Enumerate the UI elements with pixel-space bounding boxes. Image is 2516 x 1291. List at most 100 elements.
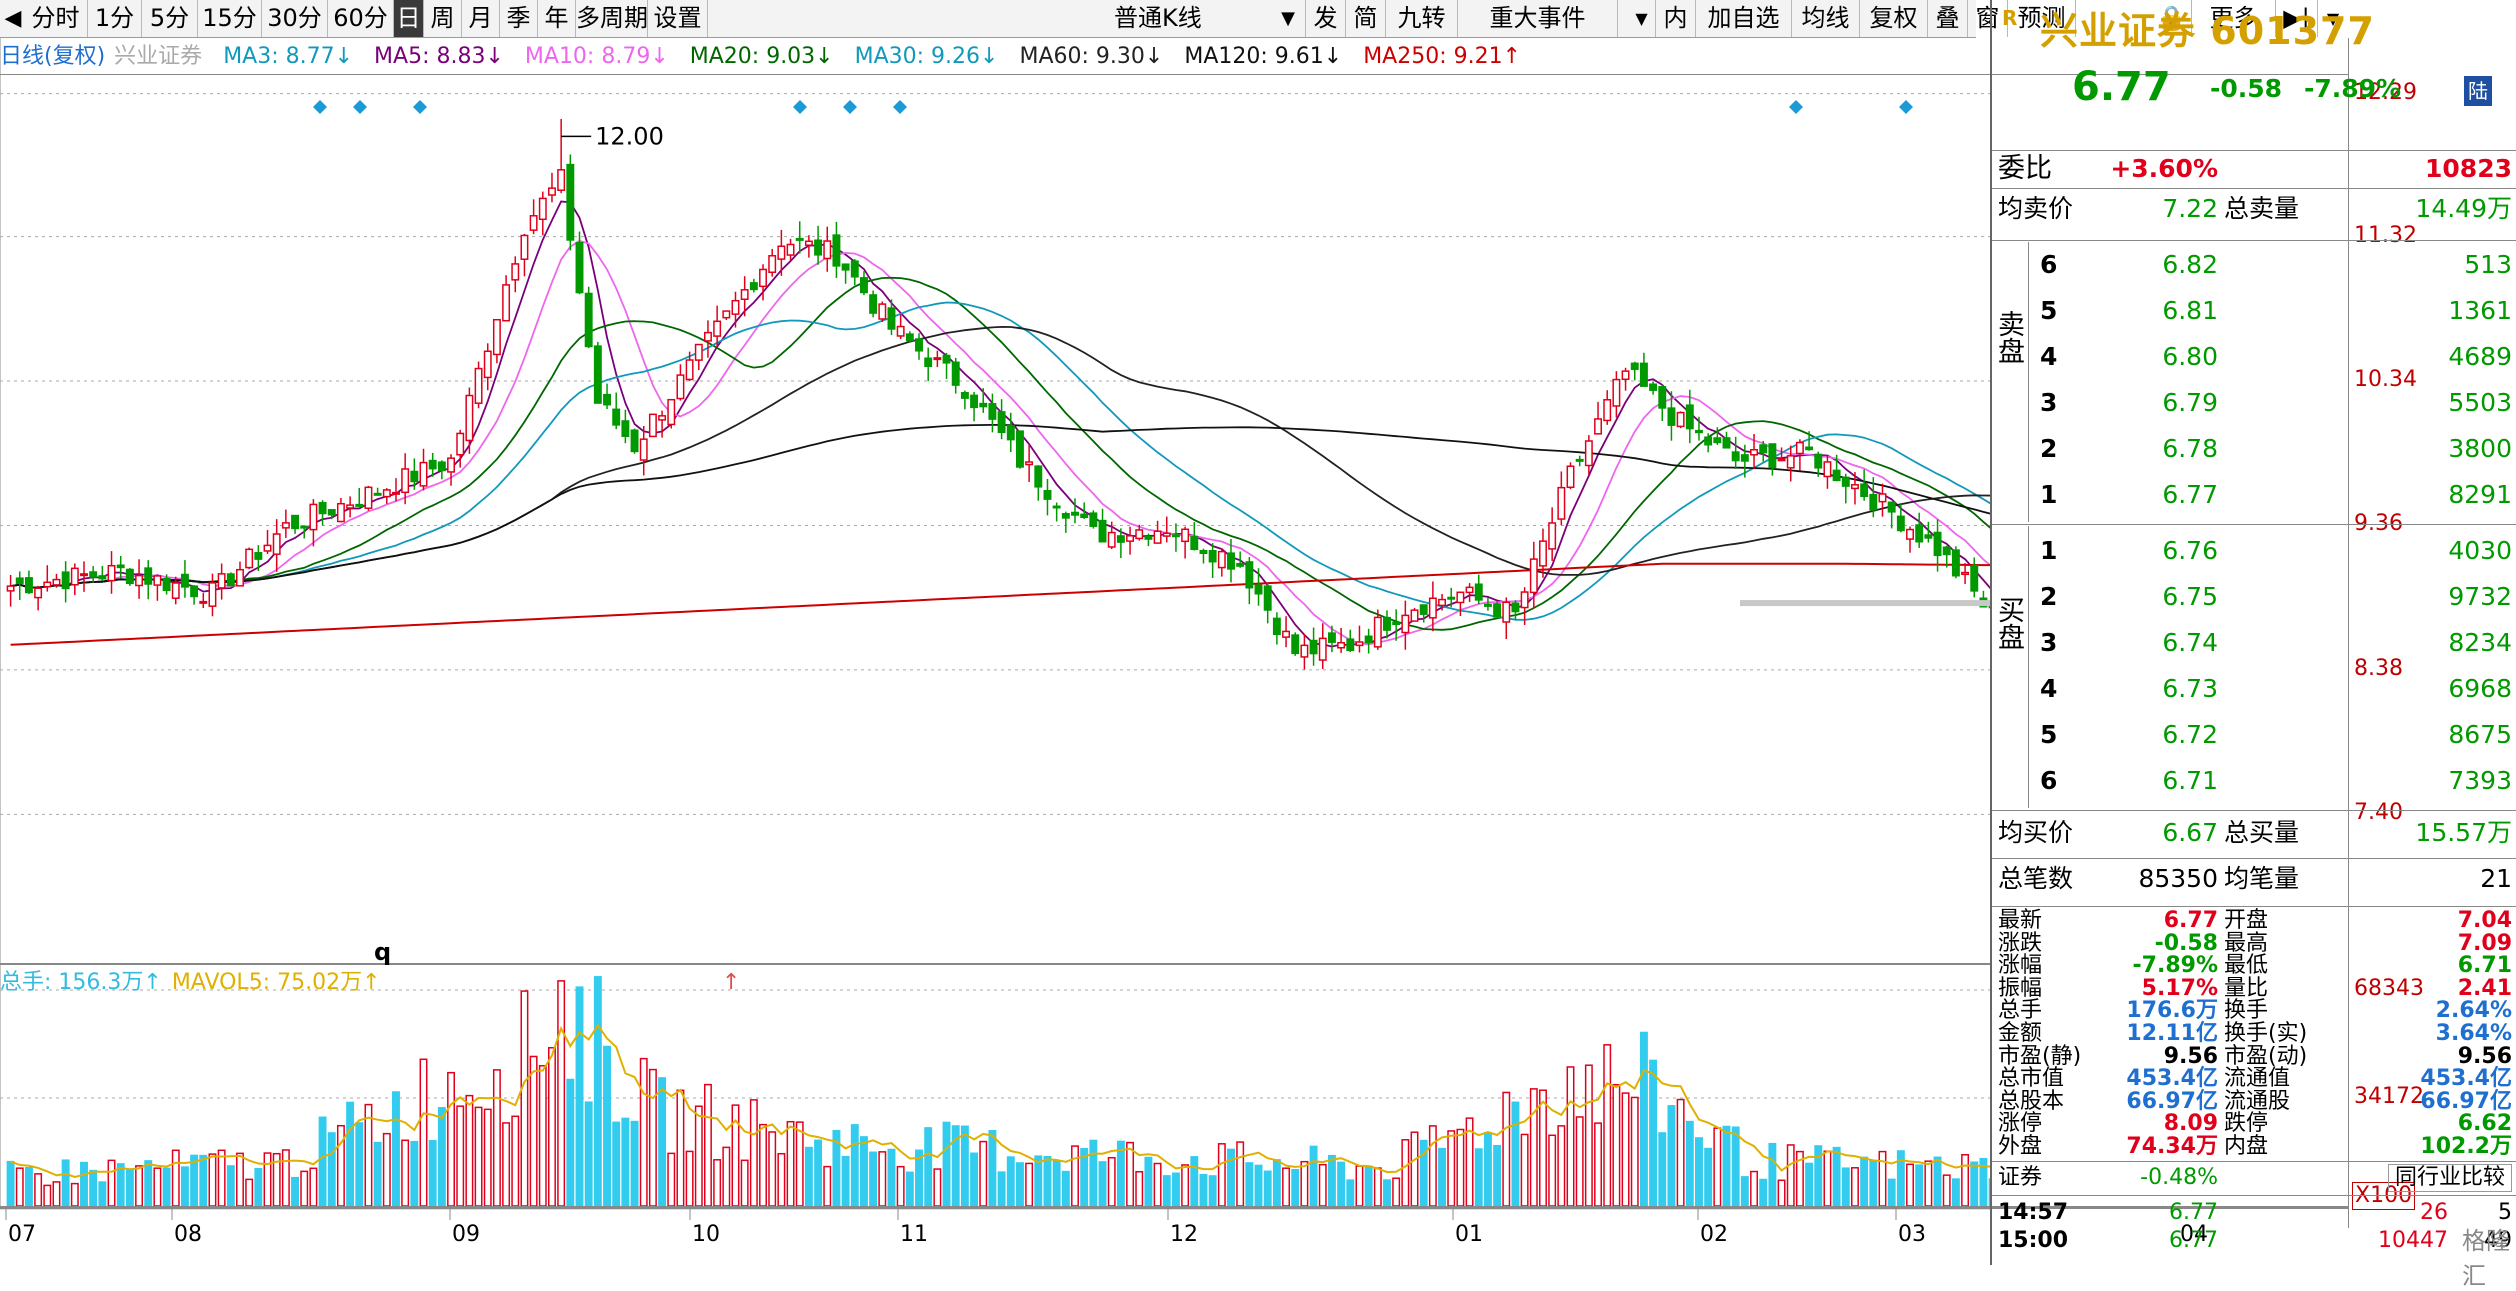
- toolbar-item3-5[interactable]: 窗: [1968, 0, 2008, 37]
- candle: [1695, 416, 1703, 441]
- candle: [1539, 528, 1547, 578]
- candle: [34, 585, 43, 611]
- volume-bar: [566, 1078, 575, 1207]
- avg-trade-value: 21: [2480, 864, 2512, 893]
- candle: [346, 496, 355, 518]
- event-marker-icon[interactable]: [843, 100, 857, 114]
- ma120-line: [10, 423, 1990, 589]
- toolbar-item-10[interactable]: 年: [538, 0, 576, 37]
- toolbar-item2-1[interactable]: 简: [1346, 0, 1386, 37]
- chevron-down-icon: ▼: [1281, 8, 1295, 29]
- volume-bar: [749, 1099, 758, 1207]
- event-marker-icon[interactable]: [353, 100, 367, 114]
- buy-level-row: 4 6.73 6968: [1992, 670, 2516, 708]
- toolbar-item3-2[interactable]: 均线: [1792, 0, 1860, 37]
- toolbar-item-7[interactable]: 周: [424, 0, 462, 37]
- toolbar-item-12[interactable]: 设置: [648, 0, 708, 37]
- candle: [1548, 507, 1557, 561]
- kline-chart[interactable]: 12.006.71q财8.86 8.817.56: [0, 0, 1990, 1265]
- toolbar-item-6[interactable]: 日: [394, 0, 424, 37]
- volume-bar: [850, 1124, 859, 1207]
- stat-value-2: 9.56: [2457, 1043, 2512, 1069]
- candle: [162, 574, 171, 595]
- volume-bar: [61, 1159, 70, 1207]
- volume-bar: [1566, 1066, 1575, 1207]
- volume-bar: [924, 1127, 933, 1207]
- trades-label: 总笔数: [1998, 864, 2074, 893]
- event-marker-icon[interactable]: [413, 100, 427, 114]
- last-page-icon[interactable]: ▶|: [2276, 0, 2318, 37]
- toolbar-item3-0[interactable]: 内: [1656, 0, 1696, 37]
- kline-type-select[interactable]: 普通K线 ▼: [1100, 0, 1306, 37]
- volume-bar: [1539, 1089, 1547, 1207]
- industry-compare-button[interactable]: 同行业比较: [2387, 1163, 2512, 1192]
- event-marker-icon[interactable]: [1899, 100, 1913, 114]
- toolbar-item-4[interactable]: 30分: [262, 0, 328, 37]
- candle: [1006, 412, 1015, 453]
- candle: [1933, 519, 1942, 572]
- exchange-badge[interactable]: 陆: [2464, 76, 2492, 106]
- volume-bar: [1327, 1154, 1336, 1207]
- volume-bar: [43, 1184, 52, 1207]
- toolbar-item3-6[interactable]: 预测: [2008, 0, 2076, 37]
- buy-level-row: 3 6.74 8234: [1992, 624, 2516, 662]
- toolbar-item-2[interactable]: 5分: [142, 0, 198, 37]
- stat-row: 涨跌 -0.58 最高 7.09: [1992, 932, 2516, 956]
- toolbar-item-11[interactable]: 多周期: [576, 0, 648, 37]
- stat-row: 市盈(静) 9.56 市盈(动) 9.56: [1992, 1043, 2516, 1069]
- candle: [1015, 430, 1024, 469]
- volume-bar: [1309, 1145, 1318, 1207]
- price-change: -0.58: [2210, 74, 2283, 103]
- panel-divider: [1992, 1160, 2516, 1162]
- candle: [1419, 604, 1428, 623]
- candle: [492, 318, 501, 364]
- candle: [942, 352, 951, 379]
- toolbar-item-8[interactable]: 月: [462, 0, 500, 37]
- event-marker-icon[interactable]: [1789, 100, 1803, 114]
- stat-value: 453.4亿: [2126, 1066, 2218, 1092]
- toolbar-item2-0[interactable]: 发: [1306, 0, 1346, 37]
- chevron-down-icon[interactable]: ▼: [2326, 9, 2340, 28]
- candle: [933, 350, 942, 368]
- ma5-line: [10, 200, 1990, 648]
- volume-bar: [410, 1140, 419, 1207]
- prev-icon[interactable]: ◀: [4, 6, 22, 31]
- candle: [272, 519, 281, 572]
- toolbar-item2-2[interactable]: 九转: [1386, 0, 1458, 37]
- toolbar-item3-4[interactable]: 叠: [1928, 0, 1968, 37]
- toolbar-item-0[interactable]: 分时: [24, 0, 88, 37]
- total-buy-value: 15.57万: [2415, 818, 2512, 847]
- lock-icon[interactable]: 🔒: [2152, 0, 2192, 37]
- volume-bar: [1410, 1131, 1419, 1207]
- volume-bar: [1786, 1144, 1795, 1207]
- volume-bar: [135, 1165, 144, 1207]
- toolbar-item2-3[interactable]: 重大事件: [1458, 0, 1618, 37]
- event-marker-icon[interactable]: [893, 100, 907, 114]
- weibi-pct: +3.60%: [2110, 154, 2218, 183]
- more-button[interactable]: 更多: [2192, 0, 2276, 37]
- toolbar-item3-1[interactable]: 加自选: [1696, 0, 1792, 37]
- sell-level-row: 5 6.81 1361: [1992, 292, 2516, 330]
- toolbar-item-9[interactable]: 季: [500, 0, 538, 37]
- volume-bar: [557, 980, 566, 1207]
- toolbar-item-3[interactable]: 15分: [198, 0, 262, 37]
- volume-bar: [1520, 1133, 1529, 1207]
- buy-volume: 8675: [2448, 720, 2512, 749]
- chevron-down-icon[interactable]: ▼: [1628, 0, 1656, 37]
- candle: [1768, 443, 1777, 476]
- panel-divider: [1992, 906, 2516, 907]
- volume-bar: [1456, 1128, 1465, 1207]
- toolbar-item-1[interactable]: 1分: [88, 0, 142, 37]
- toolbar-item-5[interactable]: 60分: [328, 0, 394, 37]
- candle: [639, 425, 648, 476]
- toolbar-item3-3[interactable]: 复权: [1860, 0, 1928, 37]
- event-marker-icon[interactable]: [793, 100, 807, 114]
- event-marker-icon[interactable]: [313, 100, 327, 114]
- volume-bar: [1584, 1064, 1593, 1207]
- candle: [1713, 427, 1722, 445]
- volume-bar: [1006, 1156, 1015, 1207]
- volume-bar: [575, 986, 584, 1207]
- candle: [1759, 440, 1768, 462]
- price-axis-border: [2348, 38, 2349, 1228]
- stat-value: -7.89%: [2132, 953, 2218, 979]
